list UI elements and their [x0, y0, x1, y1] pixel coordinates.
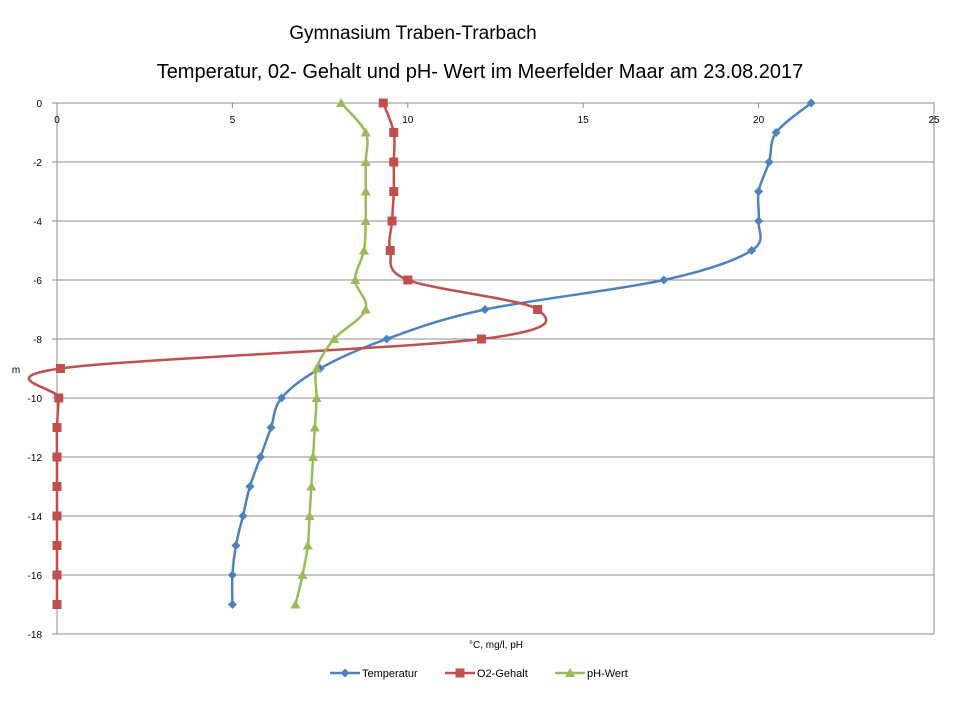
legend-label-ph-wert: pH-Wert: [587, 668, 628, 680]
data-point-temperatur: [255, 452, 265, 462]
data-point-o2-gehalt: [52, 570, 62, 580]
chart-title: Gymnasium Traben-Trarbach: [289, 23, 536, 44]
data-point-o2-gehalt: [52, 423, 62, 432]
chart-subtitle: Temperatur, 02- Gehalt und pH- Wert im M…: [157, 61, 804, 83]
y-axis-label: m: [12, 365, 20, 376]
data-point-temperatur: [227, 570, 237, 580]
data-point-temperatur: [382, 334, 392, 344]
data-point-ph-wert: [360, 216, 371, 225]
x-tick-label: 25: [928, 115, 940, 126]
x-tick-label: 15: [578, 115, 590, 126]
y-tick-label: -14: [28, 512, 43, 523]
data-point-temperatur: [238, 511, 248, 521]
legend-marker-o2-gehalt: [455, 668, 465, 678]
data-point-o2-gehalt: [385, 246, 395, 255]
legend: Temperatur O2-Gehalt pH-Wert: [330, 668, 628, 680]
data-point-temperatur: [480, 305, 490, 314]
x-tick-label: 0: [54, 115, 60, 126]
data-point-ph-wert: [290, 599, 301, 609]
data-point-o2-gehalt: [52, 511, 62, 521]
data-point-ph-wert: [297, 570, 308, 579]
x-tick-label: 20: [753, 115, 765, 126]
data-point-ph-wert: [360, 186, 371, 196]
data-point-temperatur: [245, 482, 255, 491]
data-point-o2-gehalt: [389, 128, 399, 137]
data-point-temperatur: [231, 541, 241, 550]
data-point-ph-wert: [329, 334, 340, 343]
data-point-o2-gehalt: [476, 334, 486, 344]
data-point-o2-gehalt: [52, 541, 62, 550]
y-tick-label: -18: [28, 630, 43, 641]
data-point-o2-gehalt: [389, 187, 399, 196]
data-point-ph-wert: [311, 393, 322, 402]
data-point-o2-gehalt: [378, 98, 388, 108]
data-point-ph-wert: [306, 481, 317, 491]
y-tick-label: -2: [33, 158, 42, 169]
y-tick-label: -10: [28, 394, 43, 405]
x-tick-label: 5: [230, 115, 236, 126]
series-line-o2-gehalt: [27, 102, 548, 605]
y-tick-label: -8: [33, 335, 42, 346]
data-point-temperatur: [227, 600, 237, 609]
data-point-ph-wert: [350, 275, 361, 284]
data-point-o2-gehalt: [403, 275, 413, 285]
x-axis-label: °C, mg/l, pH: [469, 640, 523, 651]
legend-label-o2-gehalt: O2-Gehalt: [477, 668, 528, 680]
legend-marker-temperatur: [340, 668, 350, 678]
legend-label-temperatur: Temperatur: [362, 668, 418, 680]
x-tick-label: 10: [402, 115, 414, 126]
data-point-ph-wert: [360, 157, 371, 166]
y-tick-label: -4: [33, 217, 42, 228]
legend-marker-ph-wert: [565, 668, 575, 677]
y-tick-label: -12: [28, 453, 43, 464]
data-point-o2-gehalt: [533, 305, 543, 314]
data-point-o2-gehalt: [52, 482, 62, 491]
data-point-ph-wert: [309, 422, 320, 432]
y-tick-label: 0: [36, 99, 42, 110]
series-line-ph-wert: [294, 102, 369, 605]
data-point-ph-wert: [360, 304, 371, 314]
data-point-o2-gehalt: [52, 600, 62, 609]
data-point-ph-wert: [311, 363, 322, 373]
data-point-ph-wert: [336, 98, 347, 107]
data-point-temperatur: [754, 187, 764, 196]
data-point-temperatur: [266, 423, 276, 432]
data-point-temperatur: [754, 216, 764, 226]
data-point-o2-gehalt: [54, 393, 64, 403]
data-point-temperatur: [771, 128, 781, 137]
data-point-temperatur: [747, 246, 757, 255]
data-point-o2-gehalt: [387, 216, 397, 226]
data-point-temperatur: [764, 157, 774, 167]
plot-area: 0 5 10 15 20 25 0 -2 -4 -6 -8 -10 -12 -14 -16 -18: [28, 98, 940, 641]
data-point-temperatur: [277, 393, 287, 403]
data-point-o2-gehalt: [52, 452, 62, 462]
data-point-temperatur: [806, 98, 816, 108]
data-point-ph-wert: [360, 127, 371, 137]
series-line-temperatur: [230, 102, 813, 605]
data-point-temperatur: [659, 275, 669, 285]
y-tick-label: -16: [28, 571, 43, 582]
data-point-ph-wert: [308, 452, 319, 461]
data-point-ph-wert: [358, 245, 369, 255]
plot-frame: [56, 102, 935, 635]
y-tick-label: -6: [33, 276, 42, 287]
data-point-o2-gehalt: [56, 364, 66, 373]
data-point-o2-gehalt: [389, 157, 399, 167]
data-point-ph-wert: [304, 511, 315, 520]
data-point-ph-wert: [302, 540, 313, 550]
